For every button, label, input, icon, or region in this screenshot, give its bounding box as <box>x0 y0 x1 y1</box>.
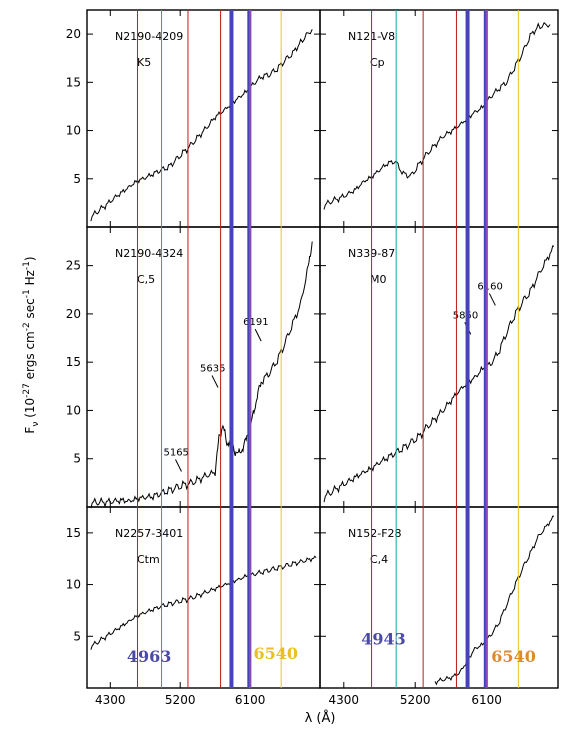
y-tick-label: 20 <box>66 307 81 321</box>
feature-label: 5165 <box>163 447 188 458</box>
star-name: N152-F28 <box>348 527 402 540</box>
spectral-type: C,4 <box>370 553 388 566</box>
y-tick-label: 25 <box>66 259 81 273</box>
panel-p21: 5 10 15 20 25 N2190-4324 C,5 5165 5635 6191 <box>66 226 321 509</box>
x-tick-label: 6100 <box>235 693 266 707</box>
feature-arrow <box>175 459 182 472</box>
y-tick-label: 10 <box>66 124 81 138</box>
ylabel-part: F <box>23 427 37 434</box>
x-axis-label: λ (Å) <box>305 710 336 726</box>
spectral-type: Ctm <box>137 553 160 566</box>
ylabel-part: ergs cm <box>23 331 37 383</box>
spectrum-line <box>90 555 317 650</box>
panel-frame <box>319 506 559 689</box>
ylabel-part: (10 <box>23 398 37 422</box>
y-tick-label: 5 <box>73 172 81 186</box>
overlay-number: 4943 <box>361 630 406 649</box>
x-tick-label: 6100 <box>471 693 502 707</box>
x-tick-label: 5200 <box>165 693 196 707</box>
spectral-type: C,5 <box>137 273 155 286</box>
overlay-number: 6540 <box>253 644 298 663</box>
spectral-type: Cp <box>370 56 385 69</box>
feature-arrow <box>488 293 496 306</box>
spectrum-line <box>434 515 555 686</box>
spectrum-line <box>323 245 555 503</box>
feature-arrow <box>211 375 219 388</box>
ylabel-part: sec <box>23 298 37 322</box>
y-tick-label: 10 <box>66 403 81 417</box>
spectral-type: K5 <box>137 56 151 69</box>
ylabel-part: ν <box>31 422 41 427</box>
star-name: N2257-3401 <box>115 527 183 540</box>
spectral-type: M0 <box>370 273 387 286</box>
panel-p11: 5 10 15 20 N2190-4209 K5 <box>66 9 321 228</box>
ylabel-part: -1 <box>22 261 32 270</box>
feature-arrow <box>254 328 262 342</box>
y-tick-label: 15 <box>66 75 81 89</box>
ylabel-part: -2 <box>22 322 32 331</box>
x-tick-label: 4300 <box>329 693 360 707</box>
x-tick-label: 5200 <box>400 693 431 707</box>
spectrum-line <box>323 21 551 210</box>
y-tick-label: 15 <box>66 355 81 369</box>
star-name: N2190-4324 <box>115 247 183 260</box>
y-tick-label: 10 <box>66 578 81 592</box>
ylabel-part: -27 <box>22 383 32 398</box>
spectrum-line <box>90 241 313 509</box>
ylabel-part: ) <box>23 256 37 261</box>
feature-label: 5635 <box>200 363 225 374</box>
spectrum-line <box>90 29 313 222</box>
y-tick-label: 20 <box>66 27 81 41</box>
panel-p31: 5 10 15 N2257-3401 Ctm <box>66 506 321 689</box>
overlay-number: 6540 <box>491 647 536 666</box>
y-tick-label: 5 <box>73 629 81 643</box>
star-name: N2190-4209 <box>115 30 183 43</box>
feature-label: 6191 <box>243 317 268 328</box>
y-axis-label: Fν (10-27 ergs cm-2 sec-1 Hz-1) <box>22 256 41 433</box>
ylabel-part: -1 <box>22 289 32 298</box>
x-tick-label: 4300 <box>95 693 126 707</box>
overlay-number: 4963 <box>127 647 172 666</box>
ylabel-part: Hz <box>23 270 37 289</box>
panel-frame <box>319 226 559 508</box>
y-tick-label: 5 <box>73 452 81 466</box>
feature-label: 5850 <box>453 310 478 321</box>
y-tick-label: 15 <box>66 526 81 540</box>
feature-label: 6160 <box>477 281 502 292</box>
